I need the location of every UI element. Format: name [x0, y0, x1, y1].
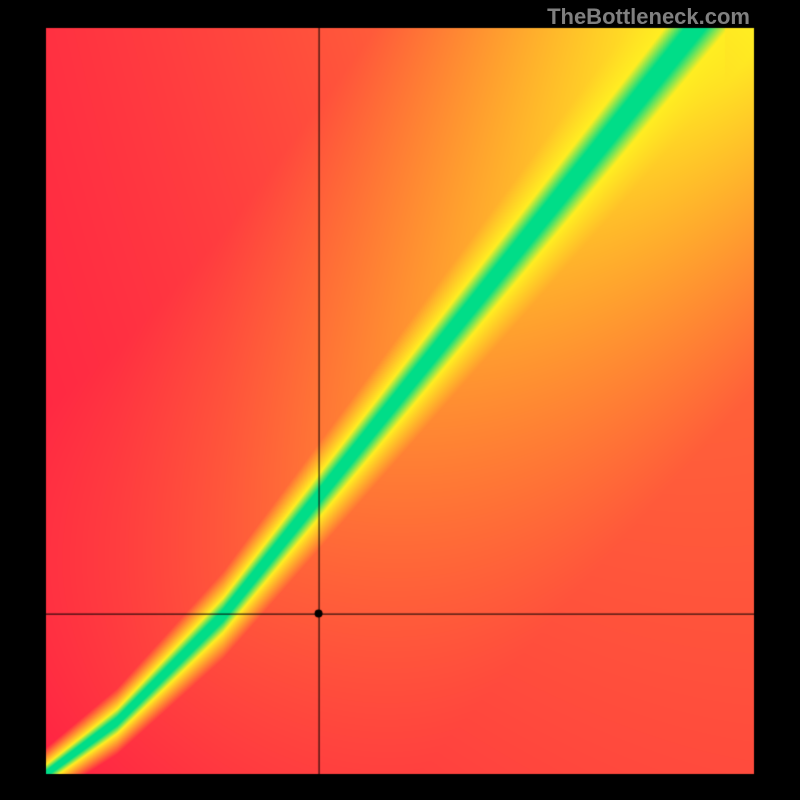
watermark-text: TheBottleneck.com [547, 4, 750, 30]
heatmap-canvas [0, 0, 800, 800]
chart-container: TheBottleneck.com [0, 0, 800, 800]
